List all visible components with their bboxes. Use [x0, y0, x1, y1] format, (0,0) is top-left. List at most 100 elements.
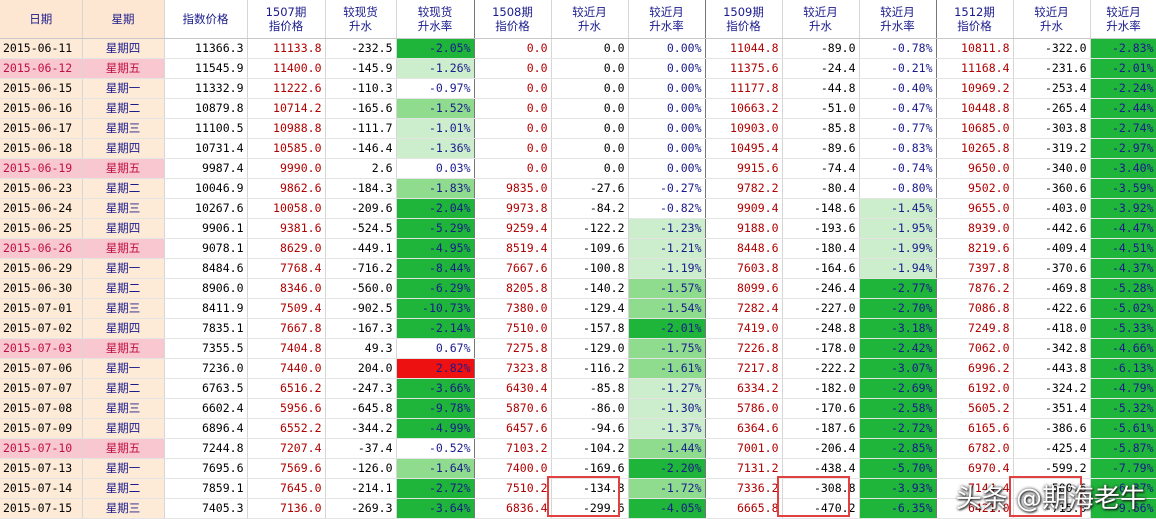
cell-1508-rate: -1.23%: [628, 218, 706, 239]
cell-1509-price: 9915.6: [705, 158, 783, 179]
cell-1508-rate: -1.61%: [628, 358, 706, 379]
cell-1509-spread: -24.4: [782, 58, 860, 79]
cell-1512-price: 6165.6: [936, 418, 1014, 439]
cell-1512-rate: -4.51%: [1090, 238, 1156, 259]
cell-1509-price: 5786.0: [705, 398, 783, 419]
cell-1507-spread: -902.5: [325, 298, 397, 319]
cell-index-price: 6896.4: [164, 418, 248, 439]
cell-1508-price: 0.0: [474, 138, 552, 159]
cell-1512-rate: -6.37%: [1090, 478, 1156, 499]
cell-date: 2015-06-11: [0, 38, 83, 59]
cell-1509-price: 7336.2: [705, 478, 783, 499]
cell-1508-rate: -1.30%: [628, 398, 706, 419]
cell-1512-spread: -403.0: [1013, 198, 1091, 219]
cell-index-price: 8411.9: [164, 298, 248, 319]
cell-1512-price: 7876.2: [936, 278, 1014, 299]
cell-1507-price: 7404.8: [247, 338, 326, 359]
cell-1507-price: 9862.6: [247, 178, 326, 199]
cell-1512-rate: -3.92%: [1090, 198, 1156, 219]
cell-1512-price: 10448.8: [936, 98, 1014, 119]
cell-index-price: 7244.8: [164, 438, 248, 459]
cell-index-price: 7236.0: [164, 358, 248, 379]
cell-1508-spread: -104.2: [551, 438, 629, 459]
cell-weekday: 星期一: [82, 78, 165, 99]
cell-date: 2015-06-26: [0, 238, 83, 259]
cell-1507-price: 7207.4: [247, 438, 326, 459]
cell-1509-spread: -89.0: [782, 38, 860, 59]
cell-1508-rate: 0.00%: [628, 78, 706, 99]
cell-1509-rate: -1.94%: [859, 258, 937, 279]
table-header: 日期 星期 指数价格 1507期 指价格 较现货 升水 较现货 升水率 1508期 指价…: [0, 0, 1156, 39]
cell-1507-spread: -716.2: [325, 258, 397, 279]
cell-1512-spread: -324.2: [1013, 378, 1091, 399]
cell-date: 2015-06-15: [0, 78, 83, 99]
cell-1507-spread: -126.0: [325, 458, 397, 479]
cell-1507-rate: -1.26%: [396, 58, 475, 79]
cell-1507-rate: 0.03%: [396, 158, 475, 179]
cell-1507-rate: -9.78%: [396, 398, 475, 419]
cell-index-price: 7695.6: [164, 458, 248, 479]
cell-1508-spread: -94.6: [551, 418, 629, 439]
cell-1512-price: 5605.2: [936, 398, 1014, 419]
cell-1509-rate: -3.18%: [859, 318, 937, 339]
cell-1507-spread: -560.0: [325, 278, 397, 299]
cell-1507-price: 7569.6: [247, 458, 326, 479]
cell-1507-spread: -645.8: [325, 398, 397, 419]
cell-date: 2015-07-03: [0, 338, 83, 359]
cell-1507-rate: -0.52%: [396, 438, 475, 459]
cell-1508-spread: -86.0: [551, 398, 629, 419]
cell-1509-spread: -308.8: [782, 478, 860, 499]
table-row: 2015-06-30 星期二 8906.0 8346.0 -560.0 -6.29% 820…: [0, 278, 1156, 299]
header-1512-rate: 较近月 升水率: [1090, 0, 1156, 39]
cell-1508-rate: -2.01%: [628, 318, 706, 339]
cell-weekday: 星期四: [82, 38, 165, 59]
cell-1508-rate: 0.00%: [628, 58, 706, 79]
cell-index-price: 11332.9: [164, 78, 248, 99]
cell-1512-price: 8939.0: [936, 218, 1014, 239]
cell-1509-price: 9188.0: [705, 218, 783, 239]
cell-1509-spread: -148.6: [782, 198, 860, 219]
header-1508-price: 1508期 指价格: [474, 0, 552, 39]
cell-1508-spread: -27.6: [551, 178, 629, 199]
cell-1508-price: 8519.4: [474, 238, 552, 259]
cell-1508-price: 7400.0: [474, 458, 552, 479]
cell-weekday: 星期一: [82, 358, 165, 379]
cell-1507-price: 10714.2: [247, 98, 326, 119]
header-1508-spread: 较近月 升水: [551, 0, 629, 39]
cell-1509-price: 11375.6: [705, 58, 783, 79]
table-row: 2015-06-19 星期五 9987.4 9990.0 2.6 0.03% 0.0 0.0 0…: [0, 158, 1156, 179]
cell-1509-price: 6665.8: [705, 498, 783, 519]
cell-1509-price: 7419.0: [705, 318, 783, 339]
cell-1509-price: 9782.2: [705, 178, 783, 199]
table-row: 2015-06-16 星期二 10879.8 10714.2 -165.6 -1.52% 0…: [0, 98, 1156, 119]
cell-1512-rate: -5.61%: [1090, 418, 1156, 439]
cell-1507-spread: -209.6: [325, 198, 397, 219]
cell-1509-price: 7226.8: [705, 338, 783, 359]
header-1509-price: 1509期 指价格: [705, 0, 783, 39]
cell-1508-spread: 0.0: [551, 58, 629, 79]
cell-1512-rate: -2.24%: [1090, 78, 1156, 99]
cell-1507-spread: 49.3: [325, 338, 397, 359]
cell-1509-spread: -74.4: [782, 158, 860, 179]
cell-1508-rate: -1.27%: [628, 378, 706, 399]
cell-1507-spread: -184.3: [325, 178, 397, 199]
cell-1508-price: 7275.8: [474, 338, 552, 359]
cell-1508-spread: 0.0: [551, 98, 629, 119]
cell-1512-spread: -443.8: [1013, 358, 1091, 379]
cell-date: 2015-07-07: [0, 378, 83, 399]
cell-1507-spread: -524.5: [325, 218, 397, 239]
cell-weekday: 星期五: [82, 58, 165, 79]
cell-index-price: 6763.5: [164, 378, 248, 399]
cell-1512-spread: -360.6: [1013, 178, 1091, 199]
table-row: 2015-06-26 星期五 9078.1 8629.0 -449.1 -4.95% 851…: [0, 238, 1156, 259]
cell-1512-price: 7144.4: [936, 478, 1014, 499]
cell-1509-price: 11044.8: [705, 38, 783, 59]
cell-1507-rate: 2.82%: [396, 358, 475, 379]
cell-1509-spread: -248.8: [782, 318, 860, 339]
cell-1512-spread: -322.0: [1013, 38, 1091, 59]
cell-1512-price: 11168.4: [936, 58, 1014, 79]
cell-1509-spread: -180.4: [782, 238, 860, 259]
cell-1509-rate: -0.77%: [859, 118, 937, 139]
table-row: 2015-06-18 星期四 10731.4 10585.0 -146.4 -1.36% 0…: [0, 138, 1156, 159]
cell-1508-spread: 0.0: [551, 78, 629, 99]
